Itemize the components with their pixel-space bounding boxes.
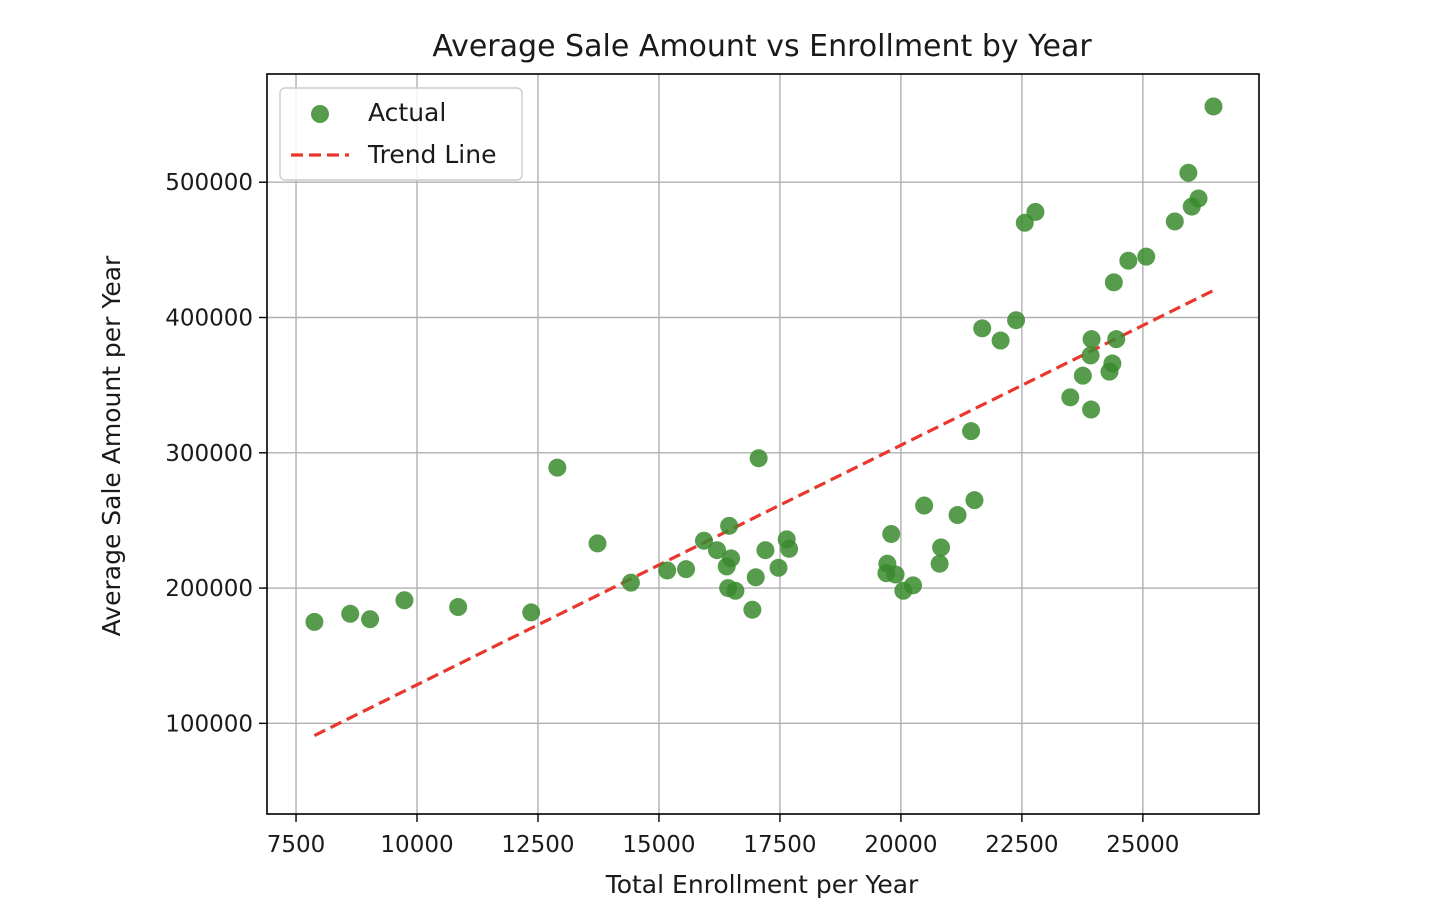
data-point bbox=[1165, 212, 1184, 231]
x-tick-label: 12500 bbox=[501, 832, 574, 858]
legend-box bbox=[279, 87, 523, 181]
data-point bbox=[726, 581, 745, 600]
data-point bbox=[991, 331, 1010, 350]
data-point bbox=[882, 524, 901, 543]
data-point bbox=[1073, 366, 1092, 385]
data-point bbox=[756, 541, 775, 560]
data-point bbox=[694, 531, 713, 550]
data-point bbox=[743, 600, 762, 619]
data-point bbox=[708, 541, 727, 560]
chart-title: Average Sale Amount vs Enrollment by Yea… bbox=[432, 29, 1092, 64]
data-point bbox=[658, 561, 677, 580]
plot-frame bbox=[266, 73, 1260, 815]
x-tick-label: 25000 bbox=[1106, 832, 1179, 858]
y-tick-label: 500000 bbox=[165, 170, 253, 196]
data-point bbox=[621, 573, 640, 592]
data-point bbox=[1026, 202, 1045, 221]
data-point bbox=[1204, 97, 1223, 116]
data-point bbox=[1061, 388, 1080, 407]
data-point bbox=[948, 506, 967, 525]
data-point bbox=[1119, 251, 1138, 270]
trend-line bbox=[313, 289, 1215, 737]
data-point bbox=[305, 612, 324, 631]
data-point bbox=[1104, 273, 1123, 292]
data-point bbox=[930, 554, 949, 573]
data-point bbox=[1082, 400, 1101, 419]
y-tick-label: 200000 bbox=[165, 576, 253, 602]
x-tick-label: 20000 bbox=[864, 832, 937, 858]
legend-marker-actual bbox=[311, 105, 329, 123]
data-point bbox=[780, 539, 799, 558]
data-point bbox=[962, 422, 981, 441]
data-point bbox=[717, 557, 736, 576]
data-point bbox=[720, 516, 739, 535]
data-point bbox=[522, 603, 541, 622]
data-point bbox=[932, 538, 951, 557]
legend-label-actual: Actual bbox=[368, 98, 446, 127]
x-tick-label: 17500 bbox=[743, 832, 816, 858]
y-tick-label: 300000 bbox=[165, 441, 253, 467]
x-tick-label: 15000 bbox=[622, 832, 695, 858]
data-point bbox=[395, 591, 414, 610]
y-tick-label: 400000 bbox=[165, 306, 253, 332]
data-points bbox=[305, 97, 1223, 631]
data-point bbox=[1137, 247, 1156, 266]
data-point bbox=[915, 496, 934, 515]
data-point bbox=[746, 568, 765, 587]
data-point bbox=[1007, 311, 1026, 330]
axis-ticks: 7500 10000 12500 15000 17500 20000 22500 25000 1… bbox=[165, 170, 1179, 858]
legend: Actual Trend Line bbox=[279, 87, 523, 181]
y-axis-label: Average Sale Amount per Year bbox=[97, 255, 126, 636]
data-point bbox=[1082, 330, 1101, 349]
data-point bbox=[588, 534, 607, 553]
data-point bbox=[1189, 189, 1208, 208]
data-point bbox=[1103, 354, 1122, 373]
trend-line-layer bbox=[313, 289, 1215, 737]
data-point bbox=[749, 449, 768, 468]
x-tick-label: 22500 bbox=[985, 832, 1058, 858]
data-point bbox=[886, 565, 905, 584]
data-point bbox=[904, 576, 923, 595]
data-point bbox=[973, 319, 992, 338]
x-tick-label: 7500 bbox=[267, 832, 326, 858]
data-point bbox=[361, 610, 380, 629]
data-point bbox=[965, 491, 984, 510]
data-point bbox=[769, 558, 788, 577]
y-tick-label: 100000 bbox=[165, 711, 253, 737]
data-point bbox=[449, 598, 468, 617]
x-axis-label: Total Enrollment per Year bbox=[605, 870, 919, 899]
data-point bbox=[1081, 346, 1100, 365]
x-tick-label: 10000 bbox=[380, 832, 453, 858]
data-point bbox=[1179, 163, 1198, 182]
data-point bbox=[677, 560, 696, 579]
data-point bbox=[548, 458, 567, 477]
data-point bbox=[1107, 330, 1126, 349]
legend-label-trend: Trend Line bbox=[367, 140, 496, 169]
data-point bbox=[341, 604, 360, 623]
gridlines bbox=[267, 74, 1259, 814]
